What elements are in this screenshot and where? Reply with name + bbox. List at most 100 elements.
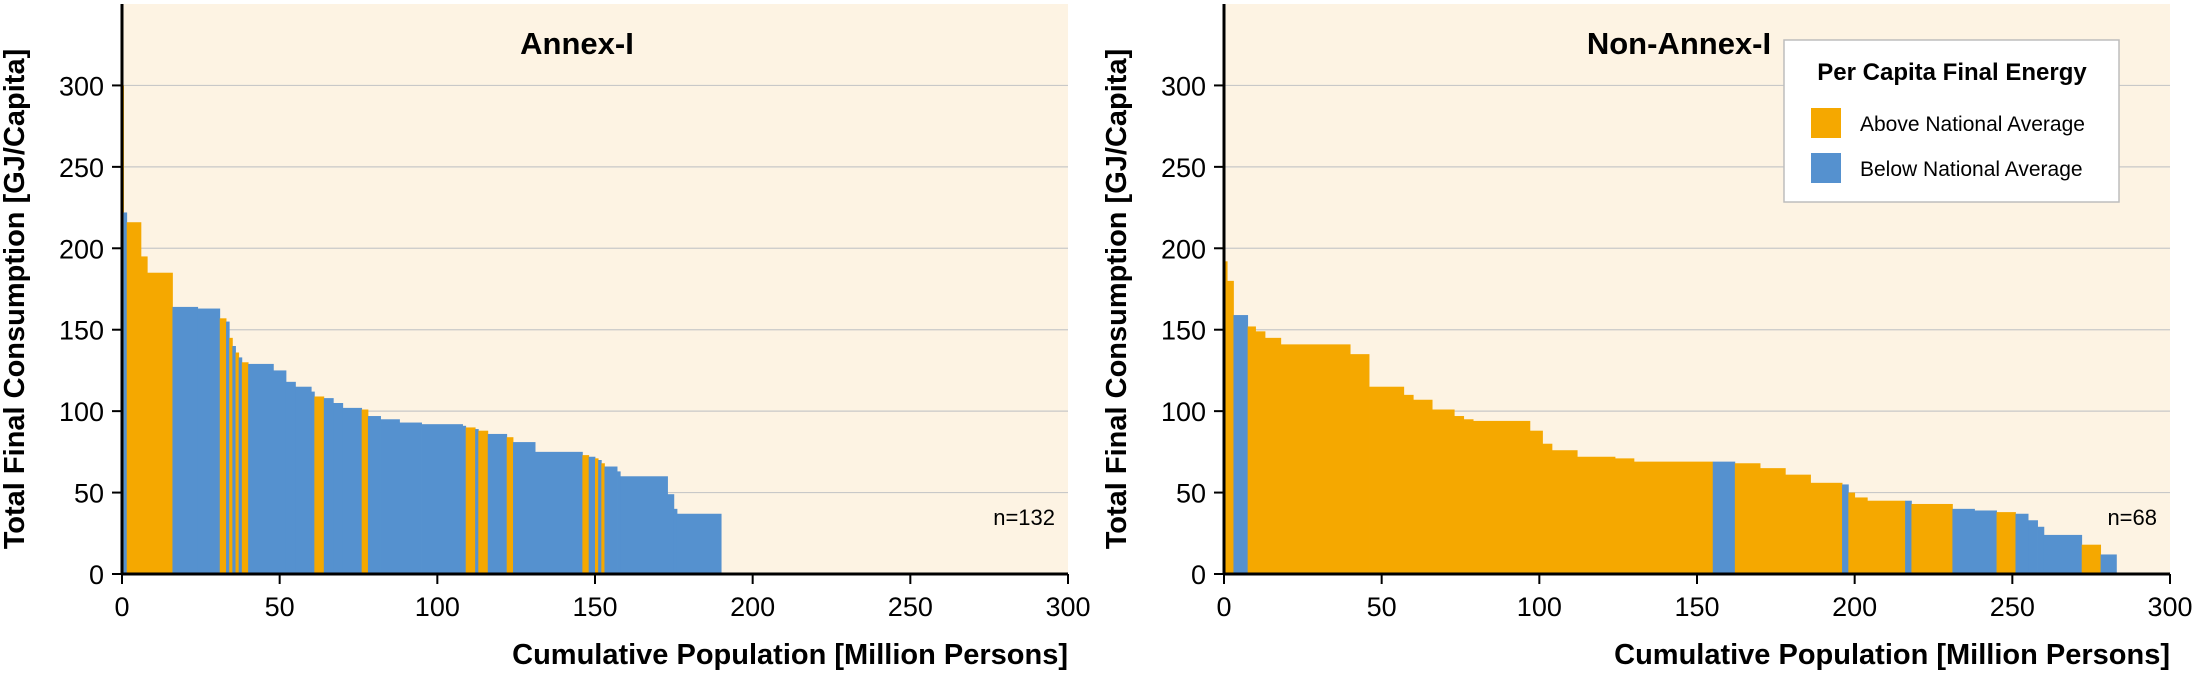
step-bar-below <box>248 363 274 574</box>
step-bar-below <box>2100 554 2117 574</box>
step-bar-below <box>232 346 236 574</box>
y-tick-label: 250 <box>1161 153 1206 183</box>
step-bar-below <box>399 422 422 574</box>
step-bar-above <box>1403 394 1414 574</box>
step-bar-above <box>314 396 325 574</box>
y-tick-label: 150 <box>59 316 104 346</box>
step-bar-above <box>601 463 605 574</box>
step-bar-above <box>140 256 148 574</box>
step-bar-above <box>1542 443 1553 574</box>
step-bar-above <box>465 427 476 574</box>
panel-title: Annex-I <box>520 26 634 61</box>
step-bar-below <box>2015 513 2029 574</box>
step-bar-above <box>1280 344 1351 574</box>
step-bar-above <box>1454 416 1465 574</box>
step-bar-below <box>1712 461 1736 574</box>
step-bar-below <box>2037 526 2045 574</box>
step-bar-below <box>604 466 618 574</box>
step-bar-below <box>535 451 583 574</box>
y-tick-label: 100 <box>59 397 104 427</box>
x-axis-title: Cumulative Population [Million Persons] <box>1614 639 2170 671</box>
step-bar-above <box>478 430 489 574</box>
legend-label-below: Below National Average <box>1860 158 2083 181</box>
step-bar-above <box>1760 468 1786 574</box>
legend-label-above: Above National Average <box>1860 113 2085 136</box>
step-bar-above <box>1633 461 1714 574</box>
step-bar-above <box>229 337 233 574</box>
step-bar-above <box>1255 331 1266 574</box>
step-bar-above <box>595 458 599 574</box>
data-steps <box>1224 261 2117 574</box>
x-tick-label: 300 <box>1045 592 1090 622</box>
step-bar-above <box>1473 420 1531 574</box>
step-bar-below <box>172 306 199 574</box>
step-bar-above <box>1227 280 1234 574</box>
panel-non-annex-i: 0 50 100 150 200 250 300 0 50 100 150 200 250 300 Non… <box>1101 4 2193 671</box>
y-tick-label: 50 <box>74 479 104 509</box>
y-axis-title: Total Final Consumption [GJ/Capita] <box>0 49 31 550</box>
step-bar-below <box>380 419 400 574</box>
step-bar-above <box>1848 492 1856 574</box>
step-bar-above <box>1551 450 1578 574</box>
step-bar-below <box>123 212 128 574</box>
step-bar-above <box>1734 463 1761 574</box>
step-bar-below <box>367 416 381 574</box>
step-bar-above <box>1432 409 1455 574</box>
step-bar-above <box>2081 544 2102 574</box>
x-tick-label: 100 <box>1517 592 1562 622</box>
legend: Per Capita Final Energy Above National A… <box>1783 39 2120 203</box>
y-tick-label: 50 <box>1176 479 1206 509</box>
step-bar-above <box>361 409 369 574</box>
step-bar-above <box>1413 399 1433 574</box>
y-tick-label: 0 <box>89 560 104 590</box>
sample-size-label: n=68 <box>2107 505 2157 530</box>
step-bar-above <box>1463 419 1474 574</box>
step-bar-above <box>219 318 227 574</box>
step-bar-below <box>513 442 536 574</box>
legend-swatch-below <box>1811 153 1841 183</box>
step-bar-below <box>273 370 287 574</box>
y-axis-title: Total Final Consumption [GJ/Capita] <box>1101 49 1133 550</box>
x-tick-label: 0 <box>114 592 129 622</box>
step-bar-above <box>1224 261 1228 574</box>
x-tick-label: 50 <box>1367 592 1397 622</box>
x-tick-label: 50 <box>265 592 295 622</box>
step-bar-above <box>1264 337 1282 574</box>
panel-annex-i: 0 50 100 150 200 250 300 0 50 100 150 200 250 300 Ann… <box>0 4 1091 671</box>
step-bar-above <box>1996 512 2016 574</box>
step-bar-above <box>1529 430 1543 574</box>
step-bar-below <box>617 471 621 574</box>
legend-swatch-above <box>1811 108 1841 138</box>
step-bar-above <box>1810 482 1843 574</box>
x-tick-label: 150 <box>572 592 617 622</box>
step-bar-below <box>311 391 315 574</box>
step-bar-above <box>1911 503 1953 574</box>
step-bar-above <box>126 222 142 574</box>
step-bar-below <box>588 456 596 574</box>
step-bar-below <box>333 403 344 574</box>
panel-title: Non-Annex-I <box>1587 26 1771 61</box>
step-bar-above <box>1350 354 1370 574</box>
step-bar-below <box>676 513 722 574</box>
step-bar-above <box>582 455 590 574</box>
step-bar-below <box>667 494 675 574</box>
y-tick-label: 150 <box>1161 316 1206 346</box>
step-bar-below <box>421 424 463 574</box>
y-tick-label: 200 <box>1161 234 1206 264</box>
x-tick-label: 100 <box>415 592 460 622</box>
y-tick-label: 100 <box>1161 397 1206 427</box>
y-tick-label: 0 <box>1191 560 1206 590</box>
step-bar-above <box>147 272 173 574</box>
legend-title: Per Capita Final Energy <box>1817 59 2087 86</box>
step-bar-below <box>238 357 243 574</box>
step-bar-above <box>1867 500 1906 574</box>
step-bar-below <box>1974 510 1997 574</box>
x-tick-label: 0 <box>1216 592 1231 622</box>
step-bar-above <box>1247 326 1256 574</box>
x-tick-label: 200 <box>730 592 775 622</box>
step-bar-below <box>2028 520 2038 574</box>
step-bar-below <box>197 308 221 574</box>
step-bar-above <box>235 352 240 574</box>
x-axis-title: Cumulative Population [Million Persons] <box>512 639 1068 671</box>
step-bar-below <box>462 425 467 574</box>
